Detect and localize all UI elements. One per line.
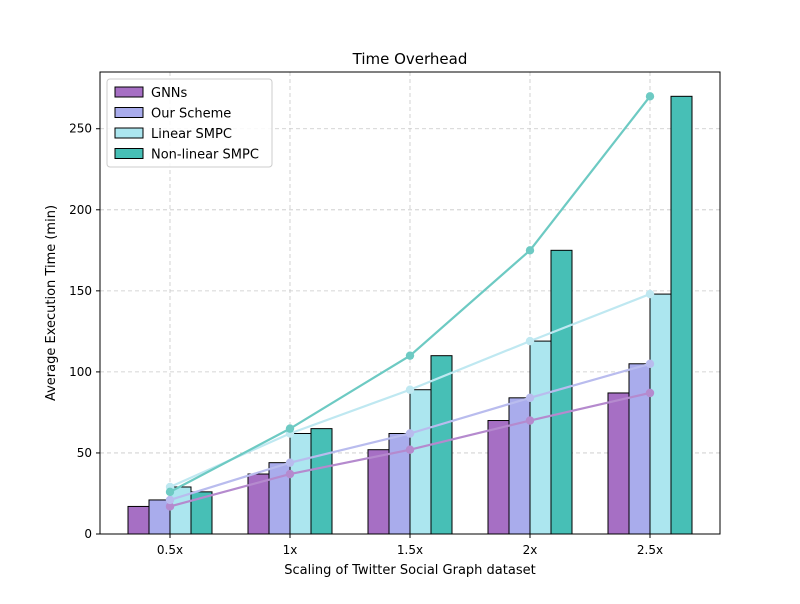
y-tick-label: 150 [69, 284, 92, 298]
chart-title: Time Overhead [352, 50, 468, 68]
trend-point-gnns [165, 502, 175, 511]
trend-point-non-linear-smpc [165, 487, 175, 497]
trend-point-non-linear-smpc [405, 351, 415, 360]
trend-point-gnns [645, 388, 655, 398]
bar-gnns [367, 449, 390, 535]
trend-point-our-scheme [285, 458, 295, 467]
y-tick-label: 200 [69, 203, 92, 217]
x-tick-label: 2.5x [637, 543, 663, 557]
y-axis-label: Average Execution Time (min) [44, 205, 59, 401]
bars-layer [127, 95, 693, 535]
trend-point-non-linear-smpc [525, 246, 535, 255]
y-tick-label: 50 [77, 446, 92, 460]
legend-swatch-our-scheme [114, 107, 144, 118]
y-tick-label: 0 [84, 527, 92, 541]
trend-point-our-scheme [525, 393, 535, 403]
trend-point-linear-smpc [405, 385, 415, 394]
bar-linear-smpc [649, 293, 672, 535]
legend-label-non-linear-smpc: Non-linear SMPC [151, 148, 259, 163]
bar-gnns [607, 392, 630, 535]
y-tick-label: 250 [69, 122, 92, 136]
x-tick-label: 0.5x [157, 543, 183, 557]
trend-point-linear-smpc [525, 336, 535, 346]
legend-swatch-linear-smpc [114, 127, 144, 139]
trend-point-gnns [285, 469, 295, 479]
trend-point-linear-smpc [645, 289, 655, 299]
trend-point-our-scheme [165, 495, 175, 505]
bar-linear-smpc [289, 432, 312, 535]
trend-point-our-scheme [645, 359, 655, 368]
legend: GNNs Our Scheme Linear SMPC Non-linear SMPC [106, 78, 273, 168]
legend-box [106, 78, 273, 168]
bar-our-scheme [628, 363, 651, 535]
legend-label-gnns: GNNs [151, 86, 188, 101]
legend-label-our-scheme: Our Scheme [151, 107, 231, 122]
trend-point-gnns [525, 416, 535, 425]
trend-point-non-linear-smpc [285, 424, 295, 433]
legend-label-linear-smpc: Linear SMPC [151, 127, 232, 142]
bar-linear-smpc [529, 340, 552, 535]
x-tick-label: 2x [523, 543, 538, 557]
x-tick-label: 1x [283, 543, 298, 557]
bar-non-linear-smpc [550, 249, 573, 535]
bar-non-linear-smpc [670, 95, 693, 535]
ticks-layer: 0 50 100 150 200 250 0.5x 1x 1.5x 2x 2.5x [69, 122, 663, 557]
legend-swatch-non-linear-smpc [114, 148, 144, 159]
bar-gnns [487, 420, 510, 535]
x-axis-label: Scaling of Twitter Social Graph dataset [284, 563, 535, 578]
trend-lines-layer [165, 92, 655, 511]
bar-non-linear-smpc [310, 428, 333, 535]
trend-point-gnns [405, 445, 415, 454]
trend-point-our-scheme [405, 429, 415, 438]
trend-point-non-linear-smpc [645, 92, 655, 101]
y-tick-label: 100 [69, 365, 92, 379]
legend-swatch-gnns [114, 86, 144, 98]
x-tick-label: 1.5x [397, 543, 423, 557]
bar-gnns [127, 505, 150, 535]
bar-linear-smpc [409, 389, 432, 535]
